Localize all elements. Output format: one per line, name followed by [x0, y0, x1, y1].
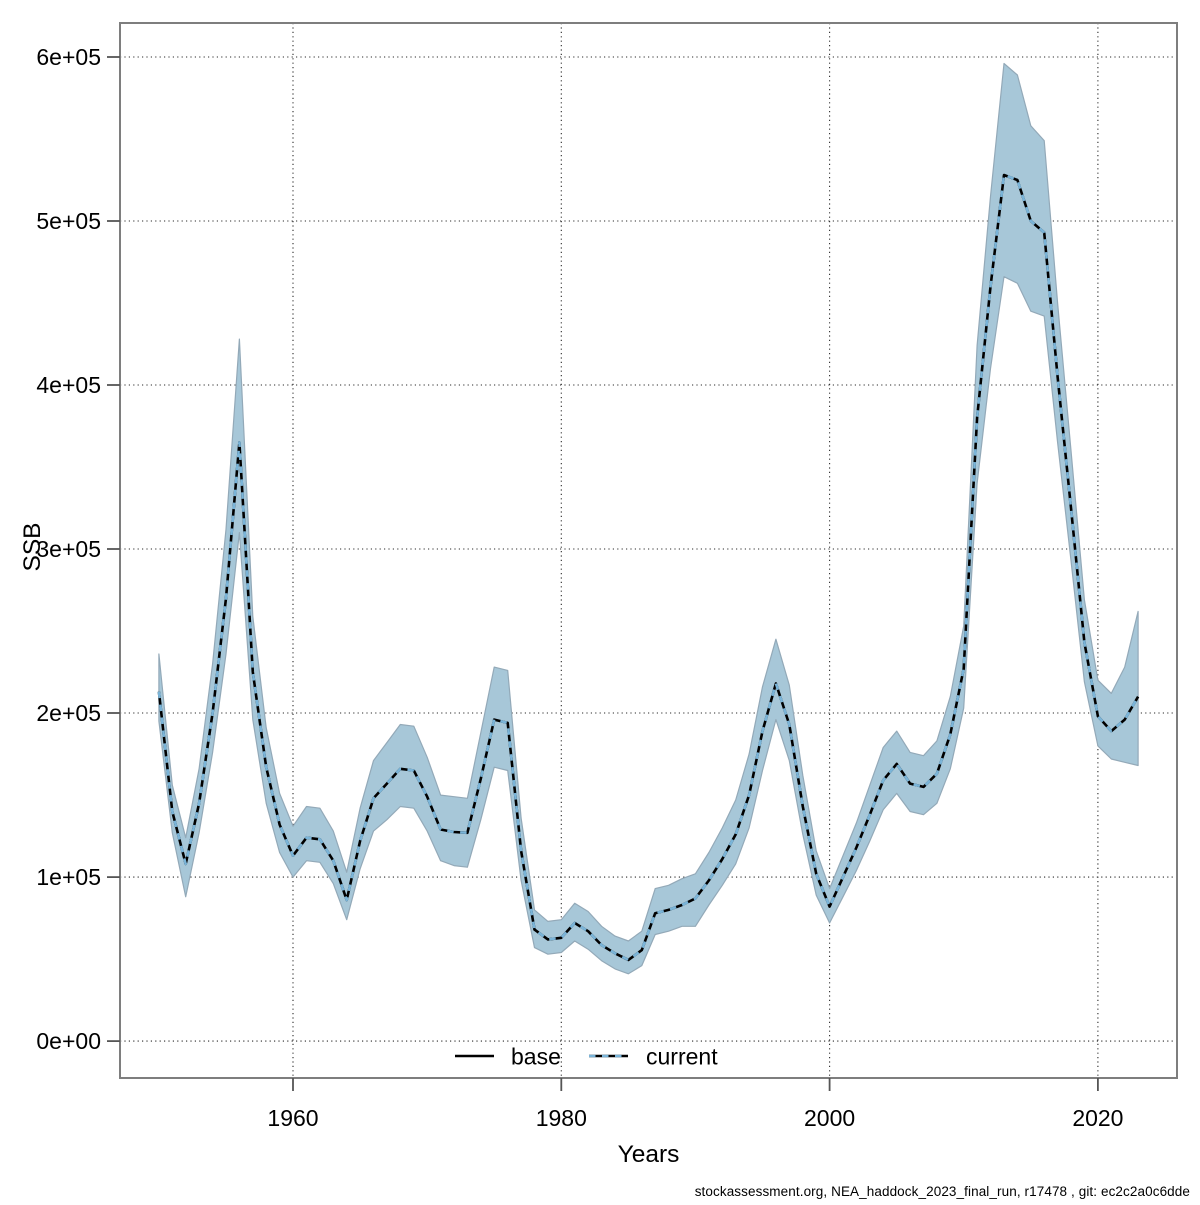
- y-tick-label: 5e+05: [36, 208, 101, 234]
- y-tick-label: 0e+00: [36, 1028, 101, 1054]
- x-tick-label: 2020: [1072, 1105, 1123, 1131]
- x-axis-title: Years: [618, 1141, 680, 1168]
- x-tick-label: 1980: [536, 1105, 587, 1131]
- legend-current-label: current: [646, 1044, 718, 1070]
- x-tick-label: 2000: [804, 1105, 855, 1131]
- legend: base current: [455, 1044, 718, 1070]
- current-line: [157, 173, 1140, 962]
- plot-frame: [119, 22, 1178, 1079]
- axes: 0e+00 1e+05 2e+05 3e+05 4e+05 5e+05 6e+05 1960 1…: [36, 44, 1123, 1131]
- legend-base-label: base: [511, 1044, 561, 1070]
- y-axis-title: SSB: [19, 522, 46, 571]
- footer-note: stockassessment.org, NEA_haddock_2023_fi…: [694, 1184, 1190, 1199]
- gridlines: [120, 23, 1177, 1078]
- x-tick-label: 1960: [267, 1105, 318, 1131]
- y-tick-label: 3e+05: [36, 536, 101, 562]
- y-tick-label: 2e+05: [36, 700, 101, 726]
- y-tick-label: 1e+05: [36, 864, 101, 890]
- y-tick-label: 6e+05: [36, 44, 101, 70]
- y-tick-label: 4e+05: [36, 372, 101, 398]
- confidence-ribbon: [158, 62, 1139, 975]
